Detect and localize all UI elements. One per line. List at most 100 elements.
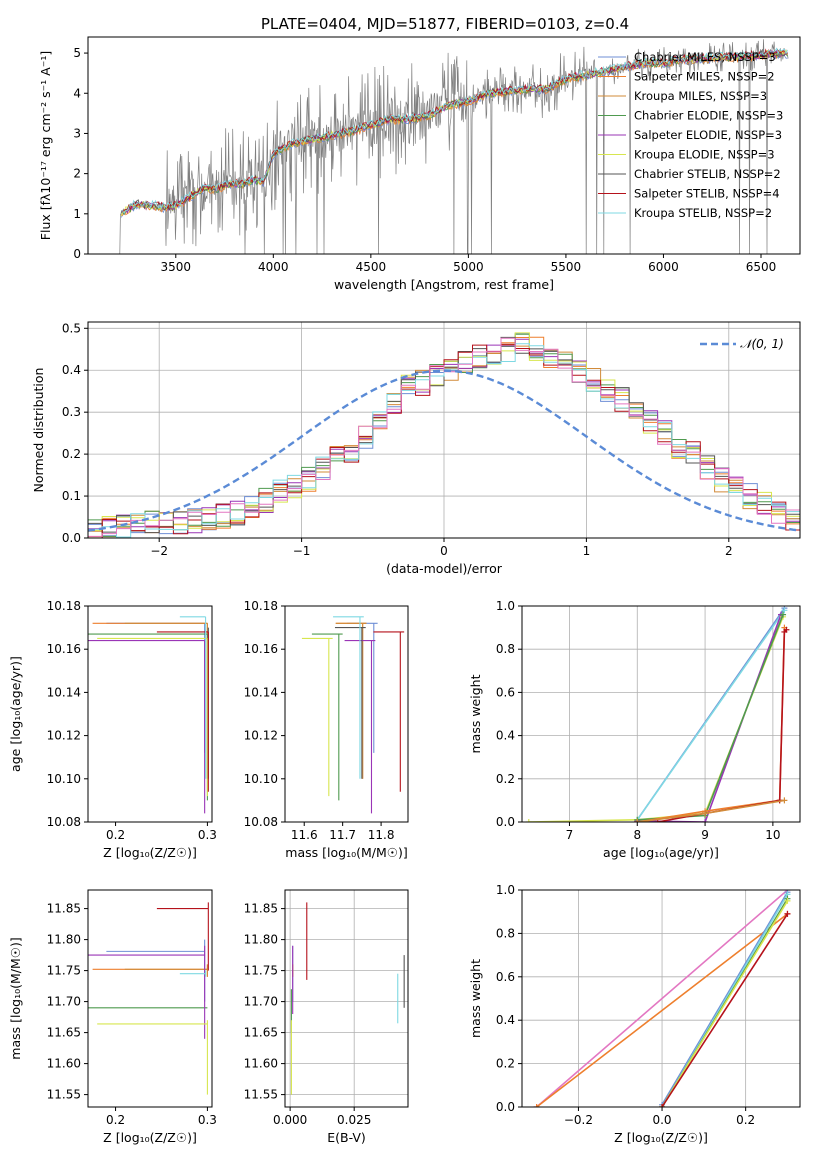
y-tick-label: 10.18 bbox=[244, 599, 278, 613]
mass-weight-line bbox=[661, 913, 789, 1107]
y-axis-label: mass [log₁₀(M/M☉)] bbox=[8, 937, 23, 1059]
plot-area bbox=[119, 39, 789, 254]
x-tick-label: 5000 bbox=[453, 260, 484, 274]
y-tick-label: 0.8 bbox=[496, 926, 515, 940]
y-tick-label: 11.60 bbox=[244, 1057, 278, 1071]
y-axis-label: mass weight bbox=[468, 959, 483, 1038]
mass-weight-line bbox=[661, 891, 789, 1106]
axes-box bbox=[87, 36, 801, 255]
panel-age-vs-mass: 11.6 11.7 11.8 10.08 10.10 10.12 10.14 10.16 10.… bbox=[244, 599, 409, 860]
mass-weight-line bbox=[636, 609, 786, 821]
axes-frame: 11.6 11.7 11.8 10.08 10.10 10.12 10.14 10.16 10.… bbox=[244, 599, 409, 860]
y-tick-label: 10.16 bbox=[244, 642, 278, 656]
y-tick-label: 11.60 bbox=[47, 1057, 81, 1071]
y-tick-label: 0.2 bbox=[496, 1057, 515, 1071]
x-tick-label: 11.6 bbox=[291, 828, 318, 842]
mass-weight-marker bbox=[634, 819, 641, 822]
y-tick-label: 11.85 bbox=[47, 902, 81, 916]
y-tick-label: 10.08 bbox=[47, 815, 81, 829]
y-tick-label: 10.10 bbox=[47, 772, 81, 786]
x-tick-label: 0.3 bbox=[198, 1113, 217, 1127]
y-tick-label: 0.0 bbox=[496, 815, 515, 829]
residual-histogram bbox=[88, 343, 800, 538]
plot-area bbox=[290, 902, 405, 1095]
y-tick-label: 0.4 bbox=[496, 1013, 515, 1027]
y-tick-label: 10.12 bbox=[47, 729, 81, 743]
y-tick-label: 11.65 bbox=[244, 1026, 278, 1040]
axes-box bbox=[284, 889, 409, 1108]
y-tick-label: 11.85 bbox=[244, 902, 278, 916]
y-tick-label: 11.55 bbox=[244, 1088, 278, 1102]
y-tick-label: 11.70 bbox=[47, 995, 81, 1009]
mass-weight-line bbox=[536, 913, 788, 1107]
y-tick-label: 10.16 bbox=[47, 642, 81, 656]
y-tick-label: 10.08 bbox=[244, 815, 278, 829]
y-tick-label: 4 bbox=[73, 86, 81, 100]
y-tick-label: 1.0 bbox=[496, 883, 515, 897]
axes-frame: 7 8 9 10 0.0 0.2 0.4 0.6 0.8 1.0 age [log₁₀(age/yr… bbox=[468, 599, 801, 860]
y-tick-label: 1.0 bbox=[496, 599, 515, 613]
y-tick-label: 11.55 bbox=[47, 1088, 81, 1102]
x-tick-label: 1 bbox=[583, 544, 591, 558]
x-axis-label: mass [log₁₀(M/M☉)] bbox=[285, 845, 407, 860]
legend-label: Kroupa STELIB, NSSP=2 bbox=[634, 206, 772, 220]
legend-label: Salpeter STELIB, NSSP=4 bbox=[634, 187, 780, 201]
mass-weight-line bbox=[528, 616, 784, 822]
y-tick-label: 3 bbox=[73, 126, 81, 140]
x-axis-label: Z [log₁₀(Z/Z☉)] bbox=[103, 1130, 197, 1145]
y-tick-label: 10.10 bbox=[244, 772, 278, 786]
figure-title: PLATE=0404, MJD=51877, FIBERID=0103, z=0… bbox=[261, 15, 629, 33]
x-tick-label: 6000 bbox=[648, 260, 679, 274]
x-tick-label: 9 bbox=[701, 828, 709, 842]
axes-frame: 3500 4000 4500 5000 5500 6000 6500 0 1 2 3 4 5 wavele… bbox=[38, 36, 801, 292]
y-tick-label: 10.18 bbox=[47, 599, 81, 613]
y-tick-label: 0.2 bbox=[496, 772, 515, 786]
y-axis-label: age [log₁₀(age/yr)] bbox=[8, 656, 23, 772]
y-axis-label: Normed distribution bbox=[31, 368, 46, 493]
axes-box bbox=[284, 605, 409, 823]
plot-area bbox=[301, 616, 405, 814]
y-tick-label: 0.8 bbox=[496, 642, 515, 656]
y-axis-label: Flux [fλ10⁻¹⁷ erg cm⁻² s⁻¹ A⁻¹] bbox=[38, 51, 53, 240]
legend-label: Kroupa ELODIE, NSSP=3 bbox=[634, 148, 775, 162]
y-tick-label: 11.65 bbox=[47, 1026, 81, 1040]
x-tick-label: 0.025 bbox=[337, 1113, 371, 1127]
y-tick-label: 0.4 bbox=[496, 729, 515, 743]
x-tick-label: 0.2 bbox=[106, 828, 125, 842]
mass-weight-line bbox=[661, 900, 789, 1107]
axes-frame: 0.2 0.3 11.55 11.60 11.65 11.70 11.75 11.80 11.8… bbox=[8, 889, 217, 1145]
y-tick-label: 0.6 bbox=[496, 970, 515, 984]
x-axis-label: Z [log₁₀(Z/Z☉)] bbox=[614, 1130, 708, 1145]
y-tick-label: 1 bbox=[73, 207, 81, 221]
legend-label: Chabrier ELODIE, NSSP=3 bbox=[634, 109, 783, 123]
y-tick-label: 10.14 bbox=[47, 685, 81, 699]
x-tick-label: 0.3 bbox=[198, 828, 217, 842]
mass-weight-marker bbox=[525, 819, 532, 822]
x-tick-label: −1 bbox=[293, 544, 311, 558]
y-tick-label: 0.1 bbox=[62, 489, 81, 503]
y-tick-label: 5 bbox=[73, 46, 81, 60]
axes-frame: 0.2 0.3 10.08 10.10 10.12 10.14 10.16 10.18 Z [l… bbox=[8, 599, 217, 860]
normal-curve bbox=[88, 369, 800, 532]
y-tick-label: 0 bbox=[73, 247, 81, 261]
y-tick-label: 10.14 bbox=[244, 685, 278, 699]
plot-area bbox=[525, 606, 790, 822]
axes-box bbox=[521, 605, 801, 823]
y-tick-label: 2 bbox=[73, 167, 81, 181]
plot-area bbox=[533, 890, 791, 1107]
mass-weight-marker bbox=[702, 819, 709, 822]
mass-weight-marker bbox=[783, 626, 790, 633]
x-tick-label: 11.8 bbox=[368, 828, 395, 842]
x-tick-label: 0.000 bbox=[273, 1113, 307, 1127]
plot-area bbox=[88, 616, 209, 814]
x-tick-label: 5500 bbox=[551, 260, 582, 274]
panel-weight-vs-age: 7 8 9 10 0.0 0.2 0.4 0.6 0.8 1.0 age [log₁₀(age/yr… bbox=[468, 599, 801, 860]
panel-mass-vs-Z: 0.2 0.3 11.55 11.60 11.65 11.70 11.75 11.80 11.8… bbox=[8, 889, 217, 1145]
x-tick-label: 0 bbox=[440, 544, 448, 558]
x-axis-label: Z [log₁₀(Z/Z☉)] bbox=[103, 845, 197, 860]
x-tick-label: 7 bbox=[566, 828, 574, 842]
y-tick-label: 0.3 bbox=[62, 405, 81, 419]
legend-label: Kroupa MILES, NSSP=3 bbox=[634, 89, 767, 103]
axes-frame: 0.000 0.025 11.55 11.60 11.65 11.70 11.75 11.80… bbox=[244, 889, 409, 1145]
